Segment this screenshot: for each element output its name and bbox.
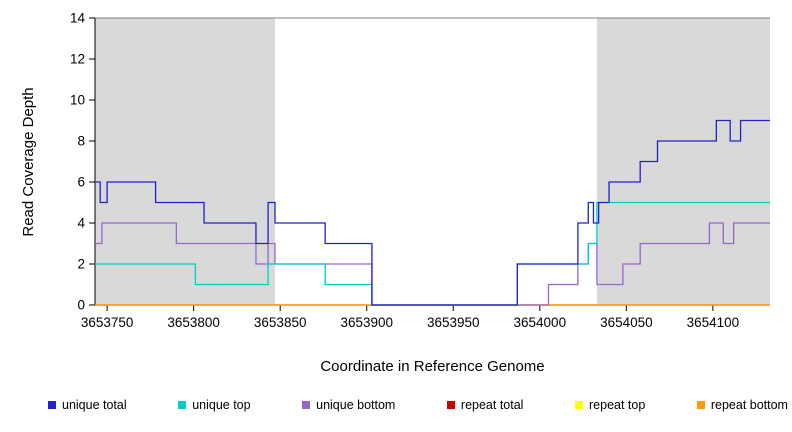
y-tick-label: 12 [70,52,85,67]
x-tick-label: 3654000 [514,315,567,330]
shaded-region [596,18,770,305]
legend-label: unique bottom [316,398,396,412]
legend-label: unique top [192,398,251,412]
legend-item: repeat top [575,398,645,412]
legend-swatch [575,401,583,409]
legend: unique total unique top unique bottom repea… [48,398,788,412]
legend-label: repeat bottom [710,398,788,412]
legend-swatch [48,401,56,409]
legend-swatch [302,401,311,409]
y-tick-label: 4 [77,216,85,231]
legend-item: repeat total [446,398,524,412]
x-tick-label: 3653750 [81,315,134,330]
x-tick-label: 3654050 [600,315,653,330]
series-unique-total [95,119,770,306]
y-tick-label: 8 [77,134,85,149]
legend-item: repeat bottom [696,398,788,412]
shaded-region [95,18,275,305]
y-tick-label: 2 [77,257,85,272]
legend-item: unique total [48,398,127,412]
legend-swatch [696,401,705,409]
y-tick-label: 14 [70,11,86,26]
y-tick-label: 10 [70,93,85,108]
legend-swatch [446,401,455,409]
legend-item: unique top [178,398,251,412]
y-axis-label: Read Coverage Depth [20,87,37,236]
x-axis-label: Coordinate in Reference Genome [320,358,545,375]
y-tick-label: 0 [77,298,85,313]
series-unique-bottom [95,222,770,306]
x-tick-label: 3653850 [254,315,307,330]
x-tick-label: 3653900 [340,315,393,330]
legend-label: repeat top [589,398,646,412]
legend-label: unique total [62,398,127,412]
y-tick-label: 6 [77,175,85,190]
x-tick-label: 3653800 [167,315,220,330]
x-tick-label: 3653950 [427,315,480,330]
plot-canvas: Read Coverage Depth 0 2 4 6 8 10 12 14 3653750 36… [20,11,770,330]
x-tick-label: 3654100 [687,315,740,330]
legend-label: repeat total [460,398,524,412]
legend-item: unique bottom [302,398,395,412]
legend-swatch [178,401,187,409]
